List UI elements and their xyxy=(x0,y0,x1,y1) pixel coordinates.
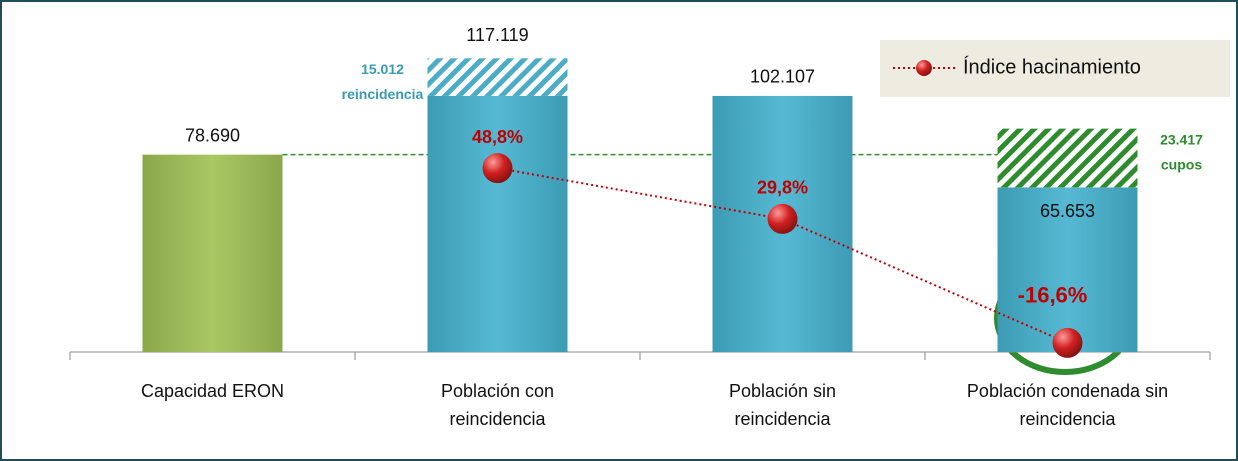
bar xyxy=(142,154,283,352)
bar xyxy=(997,187,1138,352)
legend-label: Índice hacinamiento xyxy=(963,55,1141,78)
x-tick-label: Población con reincidencia xyxy=(440,381,555,429)
segment-caption: reincidencia xyxy=(342,86,424,102)
bar xyxy=(427,95,568,353)
line-label: -16,6% xyxy=(1018,283,1088,308)
line-point xyxy=(482,153,513,184)
value-label: 78.690 xyxy=(185,125,240,145)
x-tick-label: Capacidad ERON xyxy=(140,381,285,401)
line-label: 29,8% xyxy=(757,178,808,198)
segment-caption: cupos xyxy=(1161,156,1202,172)
line-point xyxy=(767,203,798,234)
x-tick-label: Población condenada sin reincidencia xyxy=(966,381,1169,429)
segment-label: 23.417 xyxy=(1160,131,1203,147)
value-label: 102.107 xyxy=(750,67,815,87)
bar-segment xyxy=(427,58,568,96)
line-point xyxy=(1052,327,1083,358)
line-label: 48,8% xyxy=(472,127,523,147)
bar-segment xyxy=(997,128,1138,188)
x-tick-label: Población sin reincidencia xyxy=(728,381,837,429)
legend-marker xyxy=(916,60,932,76)
segment-label: 15.012 xyxy=(361,61,404,77)
line xyxy=(497,167,1068,344)
total-label: 117.119 xyxy=(466,25,528,45)
value-label: 65.653 xyxy=(1040,201,1095,221)
